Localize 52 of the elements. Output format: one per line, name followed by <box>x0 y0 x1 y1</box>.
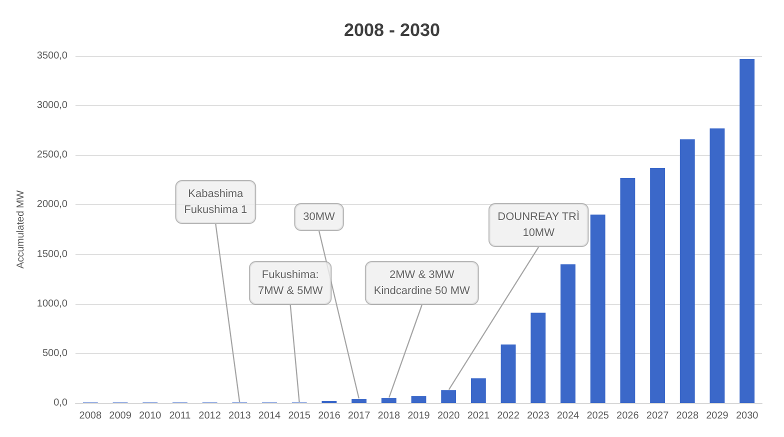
x-tick-label: 2010 <box>138 410 162 422</box>
x-tick-label: 2009 <box>109 410 132 422</box>
bar <box>411 396 426 403</box>
bar <box>590 214 606 403</box>
x-tick-label: 2014 <box>258 410 282 422</box>
x-tick-label: 2025 <box>586 410 610 422</box>
bar <box>470 378 486 403</box>
bar <box>441 390 456 403</box>
annotation: 30MW <box>303 211 336 223</box>
annotation: Kabashima Fukushima 1 <box>184 188 248 216</box>
y-axis-title: Accumulated MW <box>16 190 26 269</box>
chart-title: 2008 - 2030 <box>344 20 440 40</box>
x-tick-label: 2013 <box>228 410 252 422</box>
bar <box>740 58 755 403</box>
x-tick-label: 2024 <box>556 410 580 422</box>
annotation: Fukushima: 7MW & 5MW <box>258 269 324 297</box>
x-tick-label: 2029 <box>706 410 729 422</box>
bar <box>650 168 665 403</box>
bar <box>620 178 636 403</box>
x-tick-label: 2020 <box>437 410 460 422</box>
bar <box>352 399 367 403</box>
bar <box>530 312 546 403</box>
y-tick-label: 1500,0 <box>36 248 68 260</box>
x-tick-label: 2028 <box>676 410 699 422</box>
x-tick-label: 2030 <box>736 410 759 422</box>
x-tick-label: 2012 <box>198 410 222 422</box>
bar <box>381 398 396 403</box>
x-tick-label: 2011 <box>169 410 192 422</box>
x-tick-label: 2016 <box>318 410 341 422</box>
y-tick-label: 1000,0 <box>36 298 68 310</box>
x-tick-label: 2022 <box>497 410 520 422</box>
annotation: DOUNREAY TRÌ 10MW <box>498 210 580 239</box>
x-tick-label: 2026 <box>616 410 640 422</box>
annotation: 2MW & 3MW Kindcardine 50 MW <box>374 269 470 297</box>
x-tick-label: 2008 <box>79 410 102 422</box>
y-tick-label: 2500,0 <box>36 150 68 161</box>
bar <box>500 344 516 403</box>
x-tick-label: 2015 <box>288 410 311 422</box>
y-tick-label: 3000,0 <box>36 100 68 112</box>
bar <box>560 264 576 403</box>
bar <box>710 128 725 403</box>
x-tick-label: 2023 <box>527 410 550 422</box>
x-tick-label: 2019 <box>408 410 430 422</box>
x-tick-label: 2027 <box>646 410 670 422</box>
x-tick-label: 2021 <box>467 410 490 422</box>
y-tick-label: 2000,0 <box>36 199 68 210</box>
y-tick-label: 500,0 <box>42 348 68 359</box>
bar <box>680 139 695 403</box>
y-tick-label: 3500,0 <box>36 50 68 62</box>
y-tick-label: 0,0 <box>54 398 68 408</box>
x-tick-label: 2017 <box>348 410 371 422</box>
x-tick-label: 2018 <box>378 410 400 422</box>
